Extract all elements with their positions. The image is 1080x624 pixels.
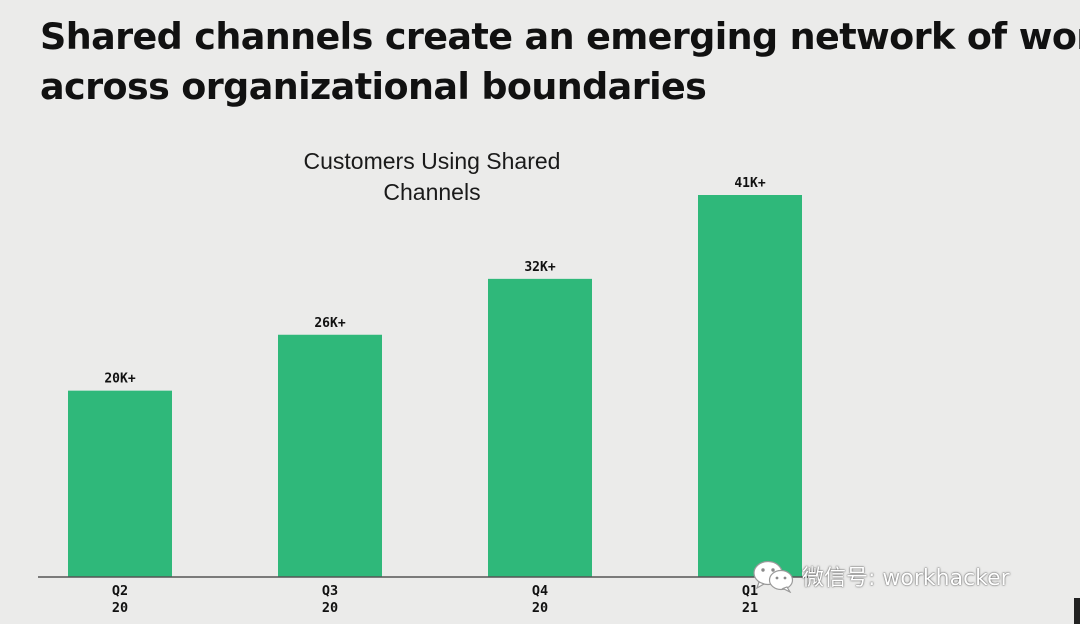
slide-headline: Shared channels create an emerging netwo… bbox=[40, 12, 1080, 112]
bar bbox=[68, 390, 172, 577]
headline-line-2: across organizational boundaries bbox=[40, 65, 707, 108]
x-tick-label: 21 bbox=[742, 600, 758, 616]
watermark: 微信号: workhacker bbox=[752, 558, 1010, 594]
chart-title-line-2: Channels bbox=[383, 179, 481, 205]
data-label: 41K+ bbox=[734, 176, 765, 191]
x-tick-label: 20 bbox=[322, 600, 338, 616]
x-tick-label: 20 bbox=[112, 600, 128, 616]
bar bbox=[278, 334, 382, 577]
bar bbox=[488, 278, 592, 577]
chart-title: Customers Using Shared Channels bbox=[262, 146, 602, 208]
x-tick-label: Q1 bbox=[742, 583, 758, 599]
watermark-text: 微信号: workhacker bbox=[802, 566, 1010, 591]
headline-line-1: Shared channels create an emerging netwo… bbox=[40, 15, 1080, 58]
x-tick-label: Q4 bbox=[532, 583, 548, 599]
chart-title-line-1: Customers Using Shared bbox=[303, 148, 561, 174]
x-tick-label: Q2 bbox=[112, 583, 128, 599]
wechat-icon bbox=[752, 559, 796, 593]
data-label: 32K+ bbox=[524, 260, 555, 275]
data-label: 26K+ bbox=[314, 316, 345, 331]
data-label: 20K+ bbox=[104, 372, 135, 387]
scrollbar-edge bbox=[1074, 598, 1080, 624]
x-tick-label: 20 bbox=[532, 600, 548, 616]
x-tick-label: Q3 bbox=[322, 583, 338, 599]
bar bbox=[698, 195, 802, 577]
